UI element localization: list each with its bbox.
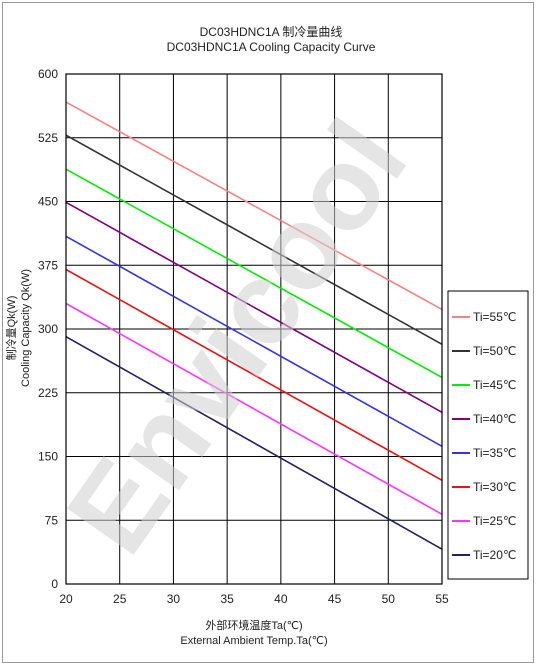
tick-labels: 20 25 30 35 40 45 50 55 0 75 150 225 300 375 450 525 600 <box>38 67 449 606</box>
legend: Ti=55℃ Ti=50℃ Ti=45℃ Ti=40℃ Ti=35℃ Ti=30℃ Ti=2… <box>447 290 529 580</box>
x-tick-label: 50 <box>382 592 396 606</box>
x-tick-label: 55 <box>435 592 449 606</box>
y-tick-label: 0 <box>51 577 58 591</box>
x-axis-label-en: External Ambient Temp.Ta(℃) <box>180 635 327 647</box>
y-tick-label: 450 <box>38 195 58 209</box>
series-line <box>65 101 443 311</box>
y-tick-label: 75 <box>45 513 59 527</box>
x-axis-label-cn: 外部环境温度Ta(℃) <box>205 618 302 632</box>
x-tick-label: 25 <box>113 592 127 606</box>
x-tick-label: 30 <box>167 592 181 606</box>
x-tick-label: 20 <box>59 592 73 606</box>
watermark: Envicool <box>42 98 432 577</box>
y-axis-label-en: Cooling Capacity Qk(W) <box>20 269 32 387</box>
plot-area-border <box>65 73 443 585</box>
chart-frame <box>2 2 534 663</box>
legend-label: Ti=25℃ <box>473 514 516 528</box>
y-axis-label-cn: 制冷量Qk(W) <box>5 296 18 361</box>
series-line <box>65 302 443 515</box>
y-tick-label: 525 <box>38 131 58 145</box>
series-lines <box>65 101 443 550</box>
legend-label: Ti=40℃ <box>473 412 516 426</box>
x-tick-label: 40 <box>274 592 288 606</box>
series-line <box>65 168 443 379</box>
y-tick-label: 375 <box>38 258 58 272</box>
y-tick-label: 225 <box>38 386 58 400</box>
x-tick-label: 35 <box>220 592 234 606</box>
series-line <box>65 134 443 345</box>
series-line <box>65 235 443 447</box>
chart-title-en: DC03HDNC1A Cooling Capacity Curve <box>167 40 376 54</box>
series-line <box>65 268 443 481</box>
legend-label: Ti=20℃ <box>473 548 516 562</box>
legend-label: Ti=30℃ <box>473 480 516 494</box>
legend-label: Ti=45℃ <box>473 378 516 392</box>
series-line <box>65 335 443 550</box>
y-tick-label: 300 <box>38 322 58 336</box>
legend-box <box>447 290 529 580</box>
y-tick-label: 600 <box>38 67 58 81</box>
legend-label: Ti=35℃ <box>473 446 516 460</box>
x-tick-label: 45 <box>328 592 342 606</box>
series-line <box>65 201 443 413</box>
legend-label: Ti=50℃ <box>473 344 516 358</box>
y-tick-label: 150 <box>38 450 58 464</box>
chart-title-cn: DC03HDNC1A 制冷量曲线 <box>200 25 343 39</box>
legend-label: Ti=55℃ <box>473 310 516 324</box>
